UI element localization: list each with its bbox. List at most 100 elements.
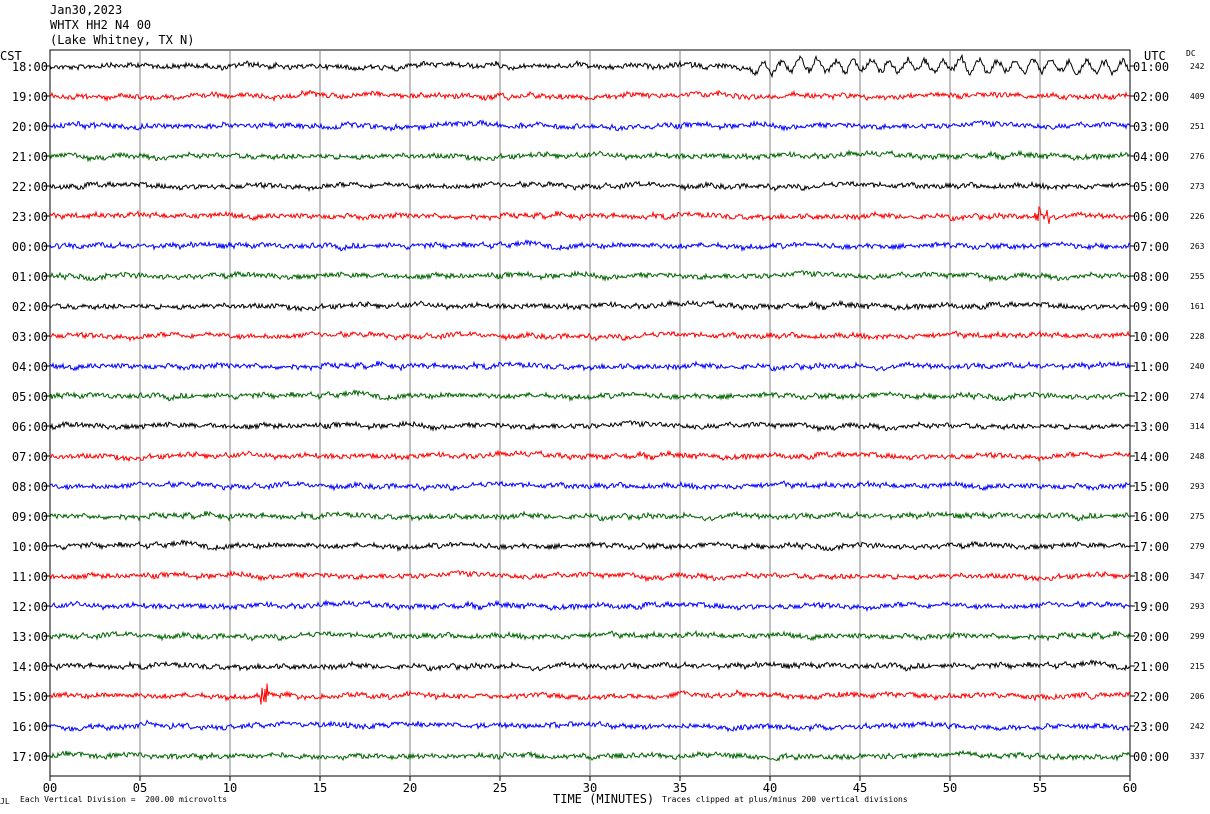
x-axis-title: TIME (MINUTES) <box>553 792 655 806</box>
trace-line <box>49 389 1131 403</box>
utc-label: 12:00 <box>1133 390 1169 404</box>
cst-label: 12:00 <box>12 600 48 614</box>
trace-line <box>49 419 1131 433</box>
trace-line <box>49 53 1131 79</box>
trace-line <box>49 510 1131 522</box>
cst-label: 10:00 <box>12 540 48 554</box>
cst-label: 05:00 <box>12 390 48 404</box>
cst-label: 06:00 <box>12 420 48 434</box>
cst-label: 08:00 <box>12 480 48 494</box>
x-tick-label: 20 <box>403 781 417 795</box>
chart-location: (Lake Whitney, TX N) <box>50 33 195 47</box>
x-tick-label: 10 <box>223 781 237 795</box>
cst-label: 01:00 <box>12 270 48 284</box>
x-tick-label: 05 <box>133 781 147 795</box>
trace-line <box>49 360 1131 372</box>
cst-label: 19:00 <box>12 90 48 104</box>
utc-label: 15:00 <box>1133 480 1169 494</box>
dc-value: 226 <box>1190 212 1205 221</box>
trace-line <box>49 539 1131 553</box>
cst-label: 09:00 <box>12 510 48 524</box>
utc-label: 21:00 <box>1133 660 1169 674</box>
utc-label: 03:00 <box>1133 120 1169 134</box>
utc-label: 04:00 <box>1133 150 1169 164</box>
x-tick-label: 25 <box>493 781 507 795</box>
dc-value: 251 <box>1190 122 1205 131</box>
x-tick-label: 30 <box>583 781 597 795</box>
utc-label: 22:00 <box>1133 690 1169 704</box>
trace-line <box>49 329 1131 343</box>
utc-label: 00:00 <box>1133 750 1169 764</box>
dc-value: 242 <box>1190 62 1205 71</box>
cst-label: 11:00 <box>12 570 48 584</box>
utc-label: 07:00 <box>1133 240 1169 254</box>
utc-label: 11:00 <box>1133 360 1169 374</box>
utc-label: 18:00 <box>1133 570 1169 584</box>
dc-value: 228 <box>1190 332 1205 341</box>
x-tick-label: 50 <box>943 781 957 795</box>
utc-label: 20:00 <box>1133 630 1169 644</box>
dc-value: 337 <box>1190 752 1205 761</box>
trace-line <box>49 269 1131 283</box>
x-tick-label: 00 <box>43 781 57 795</box>
trace-line <box>49 449 1131 463</box>
division-note: Each Vertical Division = 200.00 microvol… <box>20 795 228 804</box>
trace-line <box>49 749 1131 762</box>
cst-label: 13:00 <box>12 630 48 644</box>
utc-axis-title: UTC <box>1144 49 1166 63</box>
dc-value: 347 <box>1190 572 1205 581</box>
cst-label: 22:00 <box>12 180 48 194</box>
x-tick-label: 15 <box>313 781 327 795</box>
cst-label: 04:00 <box>12 360 48 374</box>
chart-station: WHTX HH2 N4 00 <box>50 18 152 32</box>
cst-label: 00:00 <box>12 240 48 254</box>
dc-value: 248 <box>1190 452 1205 461</box>
dc-value: 409 <box>1190 92 1205 101</box>
footer-mark: JL <box>0 797 10 806</box>
cst-label: 21:00 <box>12 150 48 164</box>
chart-date: Jan30,2023 <box>50 3 123 17</box>
clip-note: Traces clipped at plus/minus 200 vertica… <box>662 795 908 804</box>
cst-label: 20:00 <box>12 120 48 134</box>
trace-line <box>49 479 1131 492</box>
x-tick-label: 60 <box>1123 781 1137 795</box>
utc-label: 01:00 <box>1133 60 1169 74</box>
x-tick-label: 35 <box>673 781 687 795</box>
dc-value: 275 <box>1190 512 1205 521</box>
utc-label: 16:00 <box>1133 510 1169 524</box>
utc-label: 10:00 <box>1133 330 1169 344</box>
cst-label: 16:00 <box>12 720 48 734</box>
trace-line <box>49 719 1131 733</box>
trace-line <box>49 180 1131 193</box>
cst-label: 15:00 <box>12 690 48 704</box>
utc-label: 13:00 <box>1133 420 1169 434</box>
x-tick-label: 40 <box>763 781 777 795</box>
trace-line <box>49 149 1131 163</box>
trace-line <box>49 659 1131 672</box>
dc-value: 274 <box>1190 392 1205 401</box>
cst-label: 14:00 <box>12 660 48 674</box>
dc-value: 263 <box>1190 242 1205 251</box>
cst-label: 23:00 <box>12 210 48 224</box>
utc-label: 08:00 <box>1133 270 1169 284</box>
utc-label: 06:00 <box>1133 210 1169 224</box>
trace-line <box>49 569 1131 583</box>
cst-label: 03:00 <box>12 330 48 344</box>
x-tick-label: 45 <box>853 781 867 795</box>
dc-value: 215 <box>1190 662 1205 671</box>
trace-line <box>49 599 1131 613</box>
trace-line <box>49 683 1131 705</box>
trace-line <box>49 89 1131 103</box>
dc-value: 206 <box>1190 692 1205 701</box>
trace-line <box>49 299 1131 313</box>
utc-label: 09:00 <box>1133 300 1169 314</box>
dc-value: 242 <box>1190 722 1205 731</box>
dc-value: 161 <box>1190 302 1205 311</box>
dc-value: 314 <box>1190 422 1205 431</box>
cst-axis-title: CST <box>0 49 22 63</box>
x-tick-label: 55 <box>1033 781 1047 795</box>
utc-label: 05:00 <box>1133 180 1169 194</box>
utc-label: 23:00 <box>1133 720 1169 734</box>
utc-label: 02:00 <box>1133 90 1169 104</box>
trace-line <box>49 629 1131 642</box>
